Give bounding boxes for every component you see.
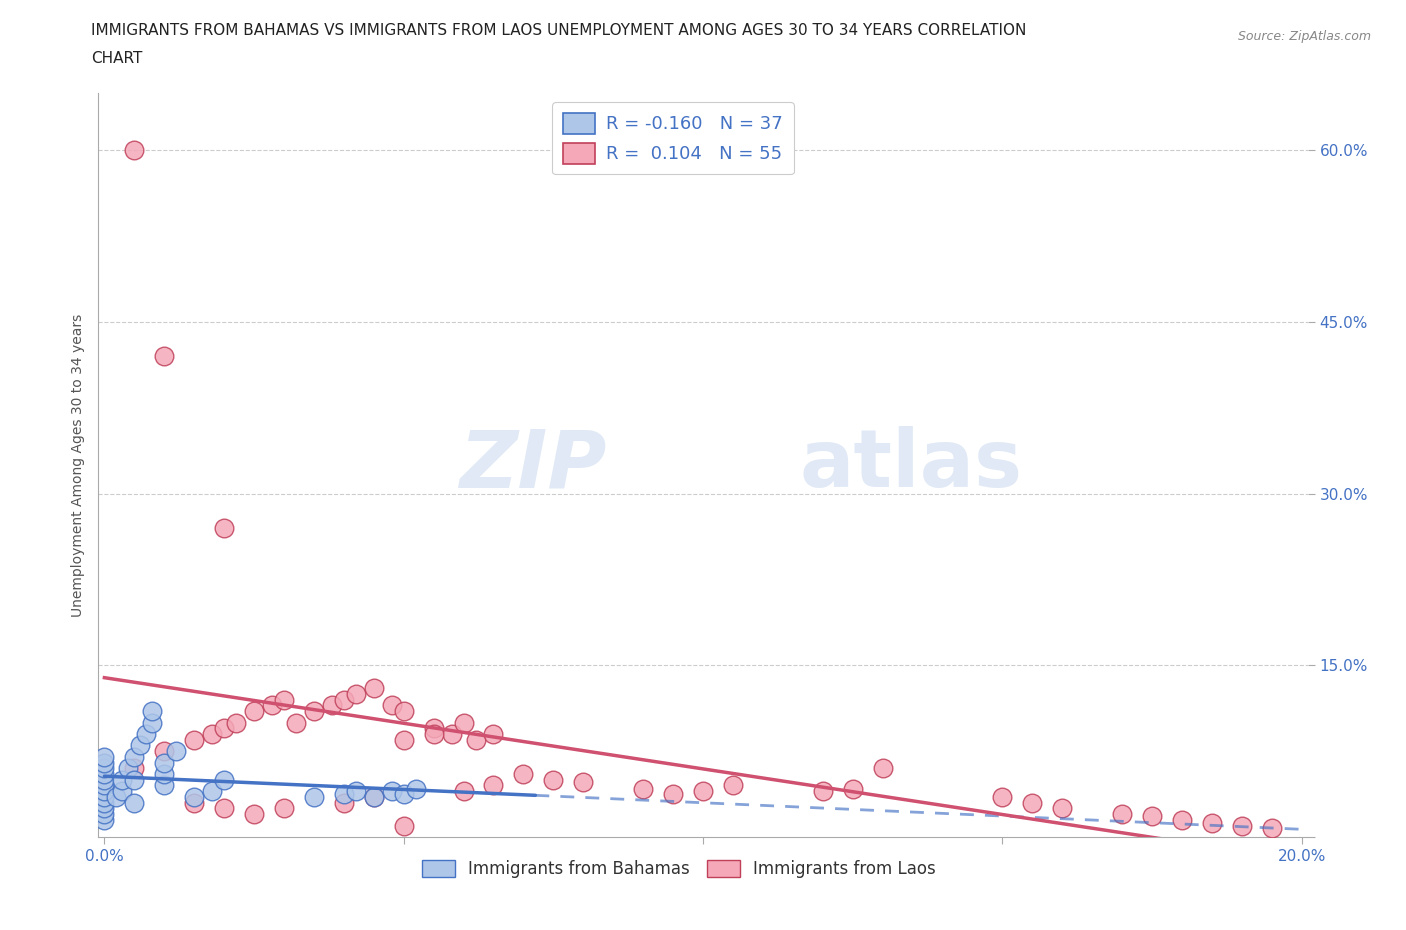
Point [183,795,205,810]
Point [1140,809,1163,824]
Point [631,781,654,796]
Point [1021,795,1043,810]
Point [260,698,283,712]
Point [93,778,115,793]
Legend: Immigrants from Bahamas, Immigrants from Laos: Immigrants from Bahamas, Immigrants from… [415,853,943,884]
Point [153,349,176,364]
Point [392,732,415,747]
Point [111,784,134,799]
Point [333,692,356,707]
Point [201,784,224,799]
Point [482,726,505,741]
Point [363,790,385,804]
Point [153,778,176,793]
Point [212,801,235,816]
Point [124,772,146,787]
Point [422,721,444,736]
Point [662,786,685,801]
Point [93,813,115,828]
Point [302,790,325,804]
Point [93,801,115,816]
Point [1230,818,1253,833]
Point [153,744,176,759]
Point [381,784,404,799]
Point [344,686,367,701]
Point [392,704,415,719]
Point [392,818,415,833]
Point [124,795,146,810]
Point [333,786,356,801]
Point [453,784,475,799]
Text: IMMIGRANTS FROM BAHAMAS VS IMMIGRANTS FROM LAOS UNEMPLOYMENT AMONG AGES 30 TO 34: IMMIGRANTS FROM BAHAMAS VS IMMIGRANTS FR… [91,23,1026,38]
Point [1201,816,1223,830]
Point [333,795,356,810]
Point [93,766,115,781]
Point [225,715,247,730]
Point [141,715,163,730]
Point [124,143,146,158]
Point [212,721,235,736]
Point [482,778,505,793]
Point [212,521,235,536]
Point [183,732,205,747]
Point [129,738,152,753]
Point [1050,801,1073,816]
Point [243,806,266,821]
Point [111,772,134,787]
Point [512,766,534,781]
Point [363,681,385,696]
Point [93,772,115,787]
Point [273,801,295,816]
Point [153,766,176,781]
Point [453,715,475,730]
Point [543,772,565,787]
Point [183,790,205,804]
Point [93,795,115,810]
Point [302,704,325,719]
Point [201,726,224,741]
Text: CHART: CHART [91,51,143,66]
Point [93,790,115,804]
Point [212,772,235,787]
Point [811,784,834,799]
Point [1260,820,1282,835]
Point [872,761,894,776]
Point [243,704,266,719]
Point [721,778,744,793]
Point [105,790,128,804]
Point [381,698,404,712]
Text: ZIP: ZIP [458,426,606,504]
Point [135,726,157,741]
Point [572,775,595,790]
Point [440,726,463,741]
Point [153,755,176,770]
Point [422,726,444,741]
Point [1111,806,1133,821]
Point [93,806,115,821]
Point [991,790,1014,804]
Point [124,761,146,776]
Point [363,790,385,804]
Point [93,755,115,770]
Point [93,761,115,776]
Point [464,732,486,747]
Point [344,784,367,799]
Point [692,784,714,799]
Point [93,750,115,764]
Point [165,744,187,759]
Point [273,692,295,707]
Point [284,715,307,730]
Point [1171,813,1194,828]
Text: atlas: atlas [800,426,1022,504]
Point [117,761,139,776]
Point [392,786,415,801]
Y-axis label: Unemployment Among Ages 30 to 34 years: Unemployment Among Ages 30 to 34 years [70,313,84,617]
Text: Source: ZipAtlas.com: Source: ZipAtlas.com [1237,30,1371,43]
Point [124,750,146,764]
Point [141,704,163,719]
Point [405,781,427,796]
Point [841,781,863,796]
Point [321,698,343,712]
Point [93,784,115,799]
